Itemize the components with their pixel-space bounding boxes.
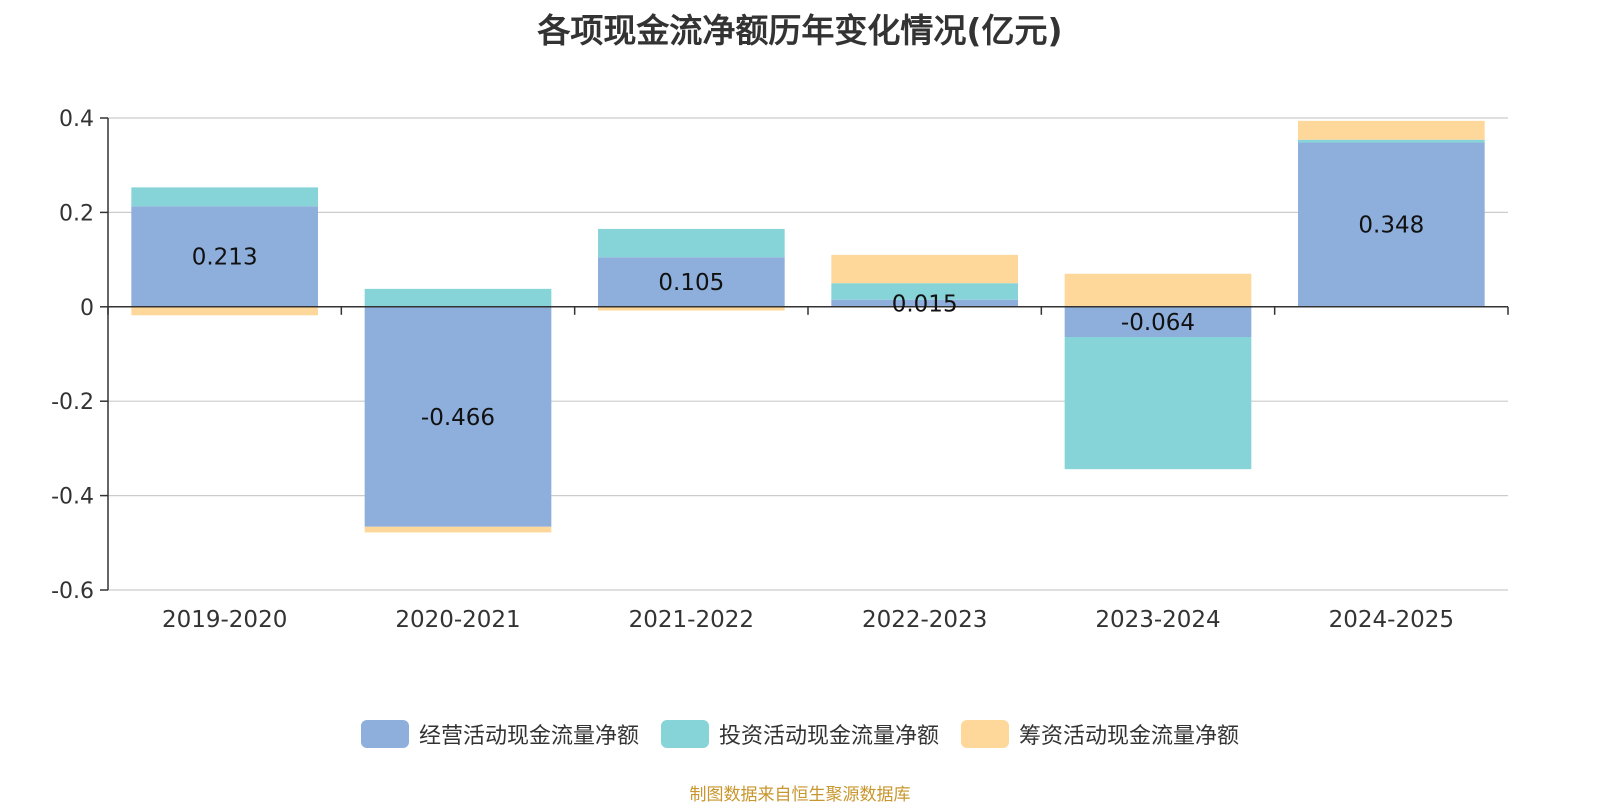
legend-label: 经营活动现金流量净额 [418,724,639,749]
bar-operating [1298,142,1485,307]
x-tick-label: 2022-2023 [862,607,987,633]
bar-operating [598,257,785,307]
bar-financing [364,526,552,533]
bar-investing [1064,337,1252,470]
legend-item[interactable]: 投资活动现金流量净额 [660,718,939,750]
y-tick-label: -0.4 [51,485,94,510]
data-label: 0.105 [658,270,724,296]
y-tick-label: -0.6 [51,579,94,604]
bar-operating [364,306,552,527]
legend-label: 投资活动现金流量净额 [718,724,939,749]
legend-swatch [961,720,1009,748]
bar-financing [1298,120,1485,140]
y-tick-label: -0.2 [51,390,94,415]
bar-investing [1298,139,1485,143]
bar-investing [364,288,552,307]
y-tick-label: 0.2 [59,201,94,226]
x-tick-label: 2021-2022 [629,607,754,633]
legend-item[interactable]: 经营活动现金流量净额 [360,718,639,750]
bar-investing [598,228,785,258]
data-label: 0.348 [1358,213,1424,239]
bar-operating [1064,306,1252,338]
x-tick-label: 2019-2020 [162,607,287,633]
bar-investing [131,187,318,207]
x-tick-label: 2020-2021 [395,607,520,633]
bar-financing [598,306,785,311]
legend-label: 筹资活动现金流量净额 [1019,724,1240,749]
bar-operating [831,299,1018,307]
bar-financing [831,254,1018,284]
chart-legend: 经营活动现金流量净额 投资活动现金流量净额 筹资活动现金流量净额 [0,718,1600,750]
legend-swatch [660,720,709,748]
legend-item[interactable]: 筹资活动现金流量净额 [961,718,1239,750]
legend-swatch [360,720,409,748]
bar-financing [1064,273,1252,307]
y-tick-label: 0 [80,296,94,321]
bar-operating [131,206,318,307]
chart-title: 各项现金流净额历年变化情况(亿元) [537,11,1063,50]
bar-investing [831,283,1018,300]
data-label: 0.015 [892,291,958,317]
bar-financing [131,306,318,316]
data-label: 0.213 [192,245,258,271]
x-tick-label: 2023-2024 [1095,607,1220,633]
y-tick-label: 0.4 [59,107,94,132]
source-note: 制图数据来自恒生聚源数据库 [689,785,911,805]
data-label: -0.466 [421,405,495,431]
x-tick-label: 2024-2025 [1329,607,1454,633]
data-label: -0.064 [1121,310,1195,336]
